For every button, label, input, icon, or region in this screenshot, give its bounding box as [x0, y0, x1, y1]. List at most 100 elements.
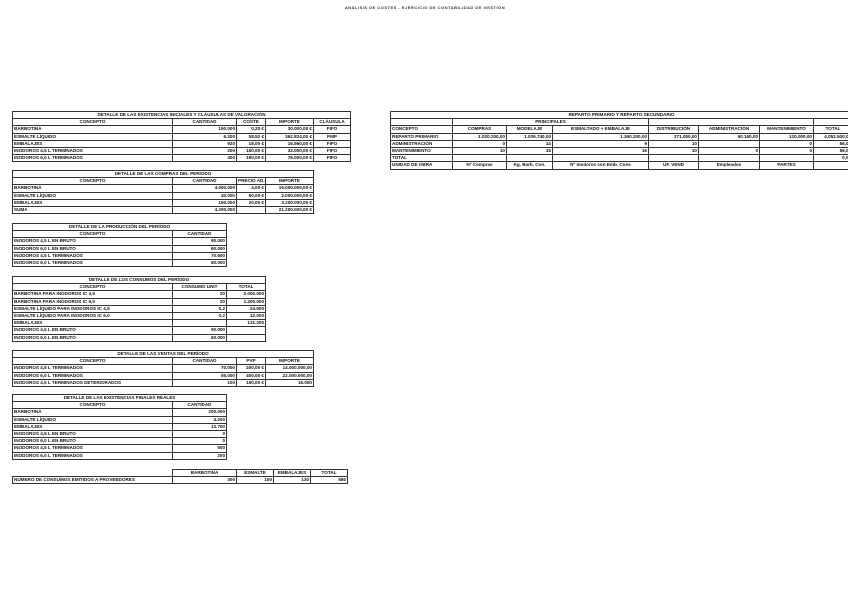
cell-value: 76.000,00 €	[265, 154, 314, 163]
column-header: ADMINISTRACIÓN	[698, 125, 760, 134]
cell-value: 0	[172, 437, 227, 446]
cell-value: 4,00 €	[236, 184, 266, 193]
cell-value	[698, 154, 760, 163]
cell-value: 0,2	[172, 304, 227, 313]
header-row: BARBOTINA ESMALTE EMBALAJES TOTAL	[13, 468, 348, 478]
cell-value: 70.600	[172, 251, 227, 260]
table-row: EMBALAJES 160.000 20,00 €3.200.000,00 €	[12, 198, 314, 207]
row-label: INODOROS 4,5 L EN BRUTO	[12, 326, 173, 335]
row-label: INODOROS 6,0 L TERMINADOS	[12, 371, 173, 380]
table-row: UNIDAD DE OBRA Nº Compras Kg. Barb. Con. Nº…	[390, 161, 848, 170]
table-row: INODOROS 4,5 L EN BRUTO 90.000	[12, 237, 227, 246]
table-row: BARBOTINA 150.000 0,20 €30.000,00 € FIFO	[12, 125, 352, 134]
row-label: INODOROS 6,0 L TERMINADOS	[12, 154, 173, 163]
table-title: DETALLE DE LA PRODUCCIÓN DEL PERÍODO	[12, 222, 227, 232]
column-header: CANTIDAD	[172, 118, 237, 127]
cell-value: 10	[648, 146, 699, 156]
header-row: CONCEPTO CONSUMO UNIT TOTAL	[12, 283, 267, 292]
header-row: CONCEPTO CANTIDAD PRECIO AD. IMPORTE	[12, 177, 314, 186]
row-label: MANTENIMIENTO	[390, 146, 453, 156]
column-header: CANTIDAD	[172, 357, 237, 366]
cell-value: 6.200	[172, 132, 237, 141]
row-label: INODOROS 4,5 L TERMINADOS	[12, 364, 173, 373]
table-row: INODOROS 4,5 L TERMINADOS DETERIORADOS 10…	[12, 378, 314, 387]
cell-value: 56,00	[812, 146, 848, 156]
table-row: INODOROS 4,5 L EN BRUTO 90.000	[12, 326, 267, 335]
cell-value: 21.200.000,00 €	[265, 205, 314, 215]
cell-value: FIFO	[312, 125, 352, 134]
table-row: BARBOTINA 4.000.000 4,00 €16.000.000,00 €	[12, 184, 314, 193]
cell-value: 60.000	[172, 333, 227, 342]
table-row: INODOROS 6,0 L TERMINADOS 55.000 400,00 €2…	[12, 371, 314, 380]
cell-value: FIFO	[312, 146, 352, 156]
header-row: CONCEPTO CANTIDAD COSTE IMPORTE CLÁUSULA	[12, 118, 352, 127]
cell-value: 12.000	[225, 311, 267, 321]
row-label: INODOROS 6,0 L TERMINADOS	[12, 258, 173, 268]
cell-value: 10	[648, 139, 699, 148]
cell-value: FIFO	[312, 154, 352, 163]
cell-value: FIFO	[312, 139, 352, 148]
cell-value	[506, 154, 553, 163]
table-title: DETALLE DE LOS CONSUMOS DEL PERÍODO	[11, 275, 267, 285]
cell-value	[698, 139, 760, 148]
cell-value: PARTES	[759, 161, 814, 170]
row-label: INODOROS 4,5 L EN BRUTO	[12, 429, 173, 439]
table-row: ESMALTE LÍQUIDO 4.200	[12, 415, 227, 424]
cell-value: 3.200.000,00 €	[265, 198, 314, 207]
cell-value: 20	[172, 297, 227, 306]
cell-value	[172, 319, 227, 328]
cell-value: 70.000	[172, 364, 237, 373]
data-table: BARBOTINA ESMALTE EMBALAJES TOTAL NÚMERO DE …	[12, 468, 348, 485]
cell-value: 190,00 €	[236, 154, 266, 163]
title-row: DETALLE DE LA PRODUCCIÓN DEL PERÍODO	[12, 222, 227, 232]
data-table: DETALLE DE LAS COMPRAS DEL PERÍODO CONCEP…	[12, 169, 314, 215]
cell-value: 580	[310, 476, 348, 485]
data-table: DETALLE DE LOS CONSUMOS DEL PERÍODO CONCE…	[11, 275, 267, 342]
cell-value: 0	[759, 139, 814, 148]
row-label: BARBOTINA PARA INODOROS IC 6,0	[12, 297, 173, 306]
cell-value: 4.052.500,00	[812, 132, 848, 141]
cell-value: 100	[172, 378, 237, 387]
cell-value: 14.000.000,00	[265, 364, 314, 373]
cell-value: 0,00	[812, 154, 848, 163]
column-header: CONCEPTO	[12, 357, 173, 366]
table-row: ESMALTE LÍQUIDO PARA INODOROS IC 6,0 0,2 1…	[12, 311, 267, 321]
row-label: EMBALAJES	[12, 422, 173, 431]
cell-value: 58,52 €	[236, 132, 266, 141]
table-title: DETALLE DE LAS VENTAS DEL PERÍODO	[12, 349, 314, 359]
table-row: INODOROS 6,0 L TERMINADOS 400 190,00 €76.0…	[12, 154, 352, 163]
cell-value	[225, 333, 267, 342]
cell-value	[225, 326, 267, 335]
table-row: REPARTO PRIMARIO 1.020.200,00 1.039.740,00…	[390, 132, 848, 141]
column-header: CLÁUSULA	[312, 118, 352, 127]
column-header: IMPORTE	[265, 357, 314, 366]
cell-value: 0	[452, 139, 507, 148]
cell-value: 10	[452, 146, 507, 156]
table-row: BARBOTINA PARA INODOROS IC 6,0 20 1.200.00…	[12, 297, 267, 306]
cell-value: 200	[172, 451, 227, 460]
cell-value: 920	[172, 139, 237, 148]
cell-value: 1.360.200,00	[552, 132, 649, 141]
cell-value: 300	[172, 476, 237, 485]
header-row: CONCEPTO CANTIDAD PVP IMPORTE	[12, 357, 314, 366]
cell-value: 200.000	[172, 408, 227, 417]
cell-value: 1.039.740,00	[506, 132, 553, 141]
cell-value: 2.000.000,00 €	[265, 191, 314, 200]
cell-value: 55.000	[172, 371, 237, 380]
column-header: CONCEPTO	[12, 401, 173, 410]
row-label: ESMALTE LÍQUIDO	[12, 132, 173, 141]
cell-value: 400,00 €	[236, 371, 266, 380]
header-row: CONCEPTO CANTIDAD	[12, 401, 227, 410]
table-row: INODOROS 6,0 L EN BRUTO 0	[12, 437, 227, 446]
cell-value: 0,20 €	[236, 125, 266, 134]
cell-value: 14	[506, 139, 553, 148]
row-label: BARBOTINA	[12, 408, 173, 417]
cell-value: 160,00 €	[236, 146, 266, 156]
table-row: ESMALTE LÍQUIDO PARA INODOROS IC 4,5 0,2 2…	[12, 304, 267, 313]
column-header: BARBOTINA	[172, 468, 237, 478]
title-row: DETALLE DE LOS CONSUMOS DEL PERÍODO	[11, 275, 267, 285]
cell-value: 15	[506, 146, 553, 156]
cell-value: 160.000	[172, 198, 237, 207]
cell-value: 24.000	[225, 304, 267, 313]
cell-value: 56,00	[812, 139, 848, 148]
